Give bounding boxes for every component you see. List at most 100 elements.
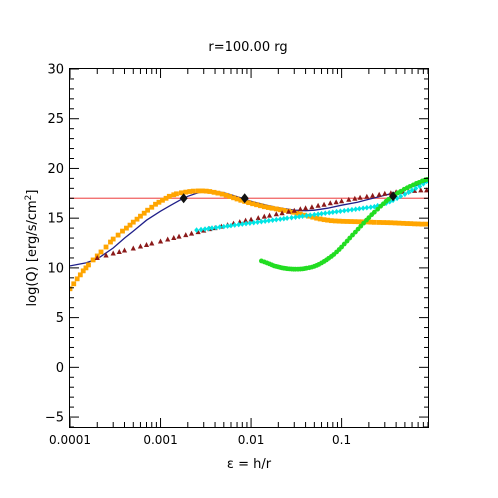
series-6-point-1 xyxy=(240,193,249,204)
series-3-point-23 xyxy=(242,217,249,223)
series-2-point-7 xyxy=(90,257,96,263)
series-2-point-92 xyxy=(423,221,428,227)
series-3-point-2 xyxy=(110,250,116,256)
series-2-point-74 xyxy=(352,219,358,225)
series-5-point-48 xyxy=(375,206,381,212)
series-2-point-79 xyxy=(371,219,377,225)
series-2-point-56 xyxy=(281,208,287,213)
series-4-point-0 xyxy=(194,227,199,233)
series-4-point-27 xyxy=(296,213,302,220)
series-3-point-10 xyxy=(165,236,171,242)
series-4-point-33 xyxy=(319,210,324,217)
series-4-point-59 xyxy=(417,183,423,190)
series-2-point-91 xyxy=(419,221,425,227)
series-4-point-35 xyxy=(326,209,332,216)
series-5-point-43 xyxy=(361,220,367,226)
series-3-point-35 xyxy=(315,202,321,208)
series-4-point-55 xyxy=(402,191,408,198)
chart-title: r=100.00 rg xyxy=(208,40,287,55)
series-2-point-0 xyxy=(70,286,73,292)
axes xyxy=(69,68,429,428)
series-5-point-47 xyxy=(371,209,377,215)
series-2-point-34 xyxy=(195,188,201,194)
series-2-point-78 xyxy=(368,219,374,225)
series-4-point-13 xyxy=(243,220,249,227)
series-2-point-86 xyxy=(400,220,406,226)
series-2-point-75 xyxy=(356,219,362,225)
series-4-point-56 xyxy=(406,189,412,196)
y-tick-label-1: 0 xyxy=(56,361,64,376)
series-3-point-25 xyxy=(255,215,261,221)
series-2-point-83 xyxy=(388,220,394,226)
series-3-point-13 xyxy=(183,232,189,238)
series-4-point-54 xyxy=(398,193,404,200)
x-tick-label-0: 0.0001 xyxy=(49,433,91,447)
series-4-point-30 xyxy=(307,212,313,218)
series-2-point-73 xyxy=(348,219,354,224)
series-3-point-12 xyxy=(176,233,182,239)
x-tick-label-1: 0.001 xyxy=(143,433,177,447)
series-5-point-36 xyxy=(341,241,347,247)
series-4-point-14 xyxy=(247,220,253,226)
series-4-point-4 xyxy=(209,225,215,231)
series-2-point-35 xyxy=(199,188,205,194)
series-3-point-34 xyxy=(309,204,315,210)
series-3-point-14 xyxy=(188,230,195,236)
series-3-point-38 xyxy=(333,199,339,205)
series-2-point-47 xyxy=(246,200,252,206)
series-4-point-3 xyxy=(206,225,212,232)
series-2-point-24 xyxy=(156,199,162,205)
y-tick-label-5: 20 xyxy=(47,162,64,177)
series-2-point-21 xyxy=(145,207,151,213)
series-2-point-89 xyxy=(412,221,417,227)
series-2-point-65 xyxy=(317,216,323,222)
series-4-point-38 xyxy=(338,208,343,215)
series-2-point-72 xyxy=(344,219,350,224)
series-4-point-44 xyxy=(360,205,366,212)
y-axis-label-main: log(Q) [erg/s/cm xyxy=(25,200,40,306)
series-2-point-66 xyxy=(321,217,327,223)
series-4-point-10 xyxy=(232,222,238,228)
series-4-point-9 xyxy=(228,222,234,229)
series-4-point-40 xyxy=(345,207,351,214)
series-3-point-6 xyxy=(137,243,144,249)
series-4-point-28 xyxy=(300,213,305,219)
series-4-point-25 xyxy=(289,214,294,221)
series-2-point-14 xyxy=(120,228,125,234)
series-2-point-71 xyxy=(340,218,346,224)
series-2-point-29 xyxy=(174,191,179,197)
series-3-point-4 xyxy=(121,247,128,253)
series-4-point-20 xyxy=(270,217,276,223)
series-3-point-24 xyxy=(248,216,254,222)
series-4-point-2 xyxy=(202,226,208,232)
series-3-point-11 xyxy=(171,235,177,241)
series-3-point-39 xyxy=(339,198,345,204)
series-3-point-5 xyxy=(130,245,136,251)
series-4-point-22 xyxy=(277,216,283,222)
y-axis-label: log(Q) [erg/s/cm2] xyxy=(24,190,40,307)
series-4-point-43 xyxy=(356,205,362,212)
series-2-point-52 xyxy=(265,205,271,210)
series-2-point-41 xyxy=(223,192,229,198)
series-2-point-37 xyxy=(207,189,213,194)
series-2-point-23 xyxy=(153,201,158,207)
series-4-point-16 xyxy=(255,219,260,225)
series-2-point-15 xyxy=(124,225,129,231)
series-2-point-32 xyxy=(187,189,193,194)
series-3-point-15 xyxy=(195,229,201,235)
x-axis-ticks: 0.0001 0.001 0.01 0.1 xyxy=(49,69,429,447)
series-2-point-27 xyxy=(166,193,172,199)
series-4-point-31 xyxy=(311,211,317,218)
series-4-point-19 xyxy=(266,217,272,224)
series-2-point-82 xyxy=(384,220,390,226)
series-2-point-40 xyxy=(219,191,225,197)
x-tick-label-3: 0.1 xyxy=(332,433,351,447)
series-3-point-41 xyxy=(352,195,358,201)
series-5-point-39 xyxy=(350,232,355,238)
series-4-point-53 xyxy=(394,195,400,202)
series-2-point-30 xyxy=(178,190,184,196)
series-3-point-42 xyxy=(357,194,363,200)
series-2-point-25 xyxy=(160,197,165,203)
series-2-point-80 xyxy=(376,220,382,225)
series-2-point-45 xyxy=(238,197,244,203)
